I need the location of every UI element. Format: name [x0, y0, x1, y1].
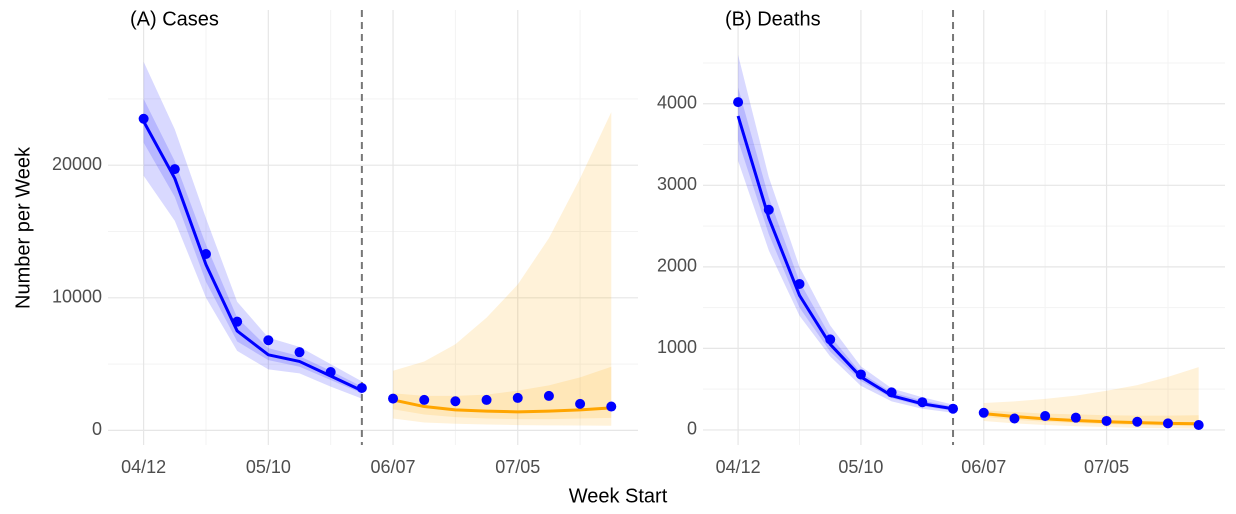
data-point: [481, 394, 492, 405]
data-point: [855, 369, 866, 380]
data-point: [733, 97, 744, 108]
y-tick-label: 3000: [657, 174, 697, 194]
confidence-band: [983, 367, 1199, 429]
data-point: [575, 398, 586, 409]
confidence-band: [143, 61, 362, 399]
y-tick-label: 1000: [657, 337, 697, 357]
data-point: [886, 387, 897, 398]
fit-line: [736, 115, 954, 411]
fit-line: [983, 412, 1199, 426]
data-point: [606, 401, 617, 412]
data-point: [1101, 415, 1112, 426]
data-point: [450, 396, 461, 407]
data-point: [200, 249, 211, 260]
y-tick-label: 2000: [657, 256, 697, 276]
x-tick-label: 07/05: [1084, 457, 1129, 477]
confidence-band: [393, 112, 612, 426]
confidence-band: [143, 98, 362, 394]
data-point: [419, 394, 430, 405]
data-point: [512, 392, 523, 403]
data-point: [294, 347, 305, 358]
data-point: [263, 335, 274, 346]
confidence-band: [738, 54, 954, 413]
x-tick-label: 05/10: [246, 457, 291, 477]
fit-line: [142, 120, 363, 392]
x-tick-label: 07/05: [495, 457, 540, 477]
x-tick-label: 06/07: [961, 457, 1006, 477]
y-tick-label: 0: [687, 419, 697, 439]
y-tick-label: 0: [92, 419, 102, 439]
data-point: [1162, 418, 1173, 429]
x-tick-label: 04/12: [121, 457, 166, 477]
x-tick-label: 05/10: [838, 457, 883, 477]
data-point: [794, 278, 805, 289]
data-point: [169, 164, 180, 175]
data-point: [825, 334, 836, 345]
confidence-band: [393, 366, 612, 420]
data-point: [917, 397, 928, 408]
panel-title: (B) Deaths: [725, 8, 821, 30]
x-tick-label: 06/07: [371, 457, 416, 477]
data-point: [1040, 411, 1051, 422]
y-tick-label: 20000: [52, 154, 102, 174]
x-axis-label: Week Start: [569, 485, 668, 507]
data-point: [388, 393, 399, 404]
y-tick-label: 4000: [657, 93, 697, 113]
data-point: [325, 367, 336, 378]
data-point: [763, 204, 774, 215]
y-tick-label: 10000: [52, 287, 102, 307]
data-point: [356, 382, 367, 393]
data-point: [1070, 412, 1081, 423]
panel-title: (A) Cases: [130, 8, 219, 30]
data-point: [1132, 416, 1143, 427]
y-axis-label: Number per Week: [12, 146, 34, 309]
data-point: [232, 316, 243, 327]
data-point: [948, 403, 959, 414]
data-point: [978, 407, 989, 418]
fit-line: [392, 398, 612, 414]
data-point: [1009, 413, 1020, 424]
data-point: [543, 390, 554, 401]
data-point: [138, 113, 149, 124]
x-tick-label: 04/12: [716, 457, 761, 477]
data-point: [1193, 420, 1204, 431]
